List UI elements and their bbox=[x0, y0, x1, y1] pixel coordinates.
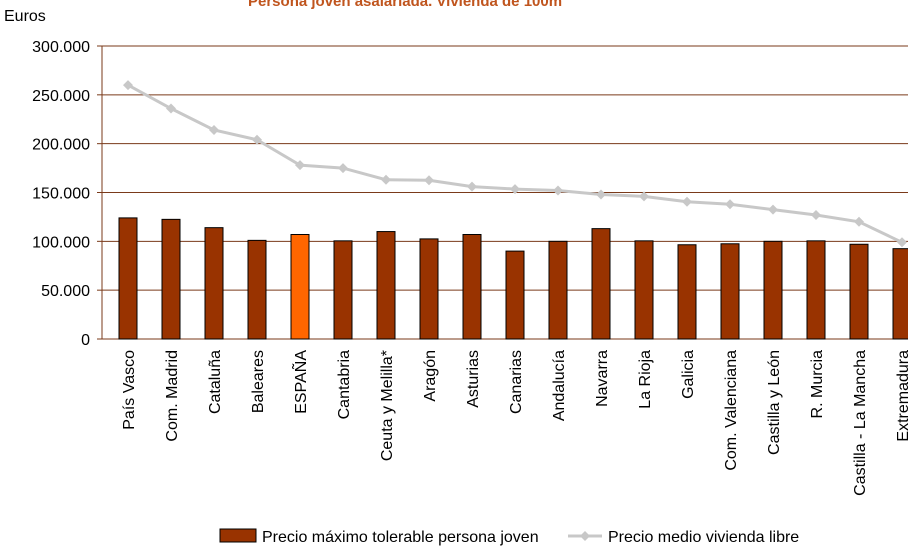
line-point bbox=[424, 175, 434, 186]
bar bbox=[892, 248, 908, 340]
bar bbox=[204, 227, 224, 340]
bar bbox=[376, 231, 396, 340]
line-point bbox=[897, 237, 907, 248]
line-point bbox=[295, 160, 305, 171]
line-point bbox=[596, 189, 606, 200]
line-point bbox=[768, 204, 778, 215]
bar bbox=[677, 244, 697, 340]
y-tick-label: 300.000 bbox=[32, 39, 90, 56]
bar bbox=[591, 228, 611, 340]
y-tick-label: 50.000 bbox=[41, 283, 90, 300]
line-point bbox=[682, 196, 692, 207]
line-point bbox=[811, 209, 821, 220]
x-tick-label: Aragón bbox=[422, 350, 439, 402]
x-tick-label: Extremadura bbox=[895, 350, 908, 442]
line-point bbox=[209, 124, 219, 135]
legend-line-marker bbox=[580, 531, 590, 541]
x-tick-label: Baleares bbox=[250, 350, 267, 413]
line-point bbox=[854, 216, 864, 227]
x-tick-label: País Vasco bbox=[121, 350, 138, 430]
x-tick-label: Asturias bbox=[465, 350, 482, 408]
chart-title: Persona joven asalariada. Vivienda de 10… bbox=[248, 0, 563, 10]
bar bbox=[118, 217, 138, 340]
y-tick-label: 200.000 bbox=[32, 137, 90, 154]
line-point bbox=[639, 191, 649, 202]
line-point bbox=[553, 185, 563, 196]
x-tick-label: Ceuta y Melilla* bbox=[379, 350, 396, 461]
legend-bar-swatch bbox=[219, 528, 257, 543]
line-point bbox=[252, 134, 262, 145]
x-tick-label: R. Murcia bbox=[809, 350, 826, 419]
line-point bbox=[166, 103, 176, 114]
x-tick-label: Castilla - La Mancha bbox=[852, 350, 869, 496]
line-point bbox=[725, 199, 735, 210]
bar bbox=[806, 240, 826, 340]
x-tick-label: Com. Madrid bbox=[164, 350, 181, 442]
bar bbox=[548, 240, 568, 340]
line-point bbox=[338, 163, 348, 174]
y-tick-label: 150.000 bbox=[32, 186, 90, 203]
bar bbox=[290, 233, 310, 340]
series-line bbox=[127, 83, 903, 244]
x-tick-label: La Rioja bbox=[637, 350, 654, 409]
legend-line-label: Precio medio vivienda libre bbox=[608, 529, 799, 546]
bar bbox=[419, 238, 439, 340]
x-tick-label: Cataluña bbox=[207, 350, 224, 414]
x-tick-label: Canarias bbox=[508, 350, 525, 414]
x-tick-label: Navarra bbox=[594, 350, 611, 407]
bar bbox=[720, 243, 740, 340]
x-tick-label: Castilla y León bbox=[766, 350, 783, 455]
x-tick-label: Andalucía bbox=[551, 350, 568, 421]
y-axis-unit-label: Euros bbox=[4, 8, 46, 25]
line-point bbox=[510, 184, 520, 195]
bar bbox=[161, 218, 181, 340]
x-tick-label: Galicia bbox=[680, 350, 697, 399]
legend-bar-label: Precio máximo tolerable persona joven bbox=[262, 529, 539, 546]
y-tick-label: 250.000 bbox=[32, 88, 90, 105]
line-point bbox=[123, 80, 133, 91]
bar bbox=[634, 240, 654, 340]
x-tick-label: Cantabria bbox=[336, 350, 353, 419]
line-point bbox=[381, 174, 391, 185]
y-tick-label: 100.000 bbox=[32, 234, 90, 251]
x-tick-label: ESPAÑA bbox=[290, 350, 310, 414]
y-tick-label: 0 bbox=[81, 332, 90, 349]
bar bbox=[505, 250, 525, 340]
bar bbox=[333, 240, 353, 340]
line-point bbox=[467, 181, 477, 192]
bar bbox=[247, 239, 267, 340]
bar bbox=[849, 243, 869, 340]
x-tick-label: Com. Valenciana bbox=[723, 350, 740, 471]
bar bbox=[763, 240, 783, 340]
bar bbox=[462, 233, 482, 340]
